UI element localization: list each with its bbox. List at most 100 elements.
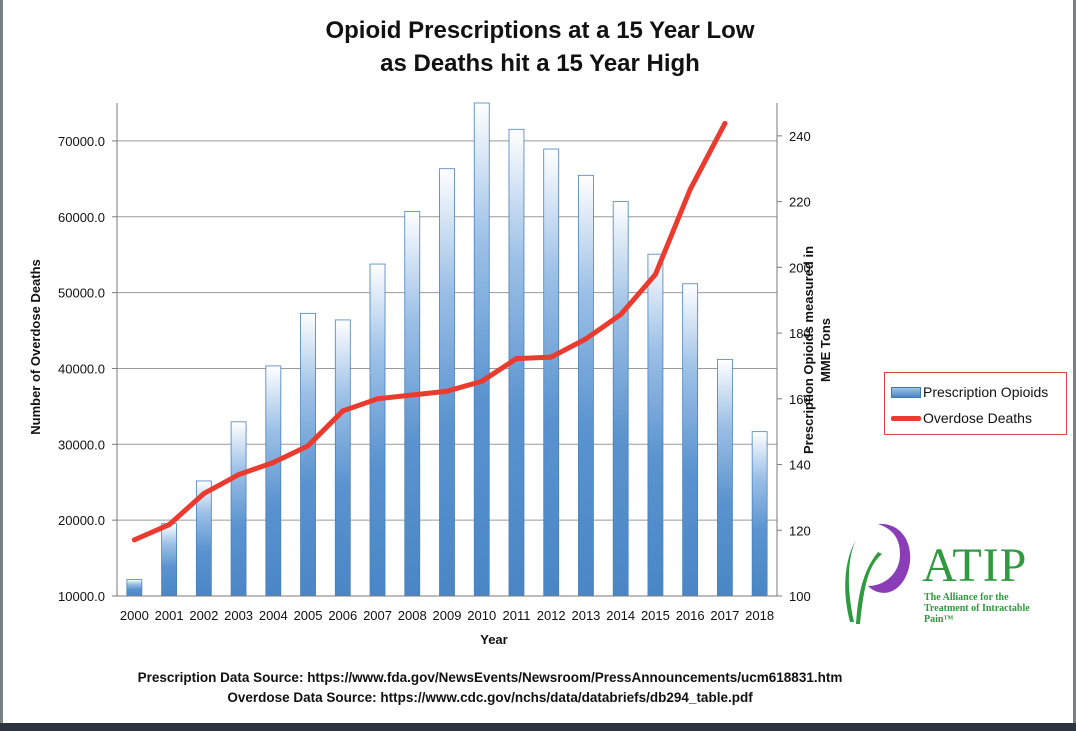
x-tick-label: 2011 xyxy=(502,608,530,623)
x-tick-label: 2009 xyxy=(433,608,462,623)
legend-label: Overdose Deaths xyxy=(923,410,1032,426)
x-tick-label: 2005 xyxy=(294,608,323,623)
bar-2010 xyxy=(473,102,490,597)
right-tick-label: 160 xyxy=(789,392,811,407)
bar-2008 xyxy=(404,211,421,597)
line-point-2016 xyxy=(687,186,693,192)
left-tick-label: 30000.0 xyxy=(58,437,105,452)
left-tick-label: 70000.0 xyxy=(58,134,105,149)
left-tick-label: 40000.0 xyxy=(58,361,105,376)
x-tick-label: 2016 xyxy=(676,608,705,623)
bar-2015 xyxy=(647,253,664,597)
x-tick-label: 2003 xyxy=(224,608,253,623)
bar-2003 xyxy=(230,421,247,597)
bar-2006 xyxy=(334,319,351,597)
legend-line-swatch xyxy=(891,415,921,421)
line-point-2008 xyxy=(409,392,415,398)
logo-tagline-line-1: The Alliance for the xyxy=(924,592,1009,603)
x-tick-label: 2000 xyxy=(120,608,149,623)
right-tick-label: 120 xyxy=(789,523,811,538)
y-axis-left-title: Number of Overdose Deaths xyxy=(28,259,43,435)
x-tick-label: 2012 xyxy=(537,608,566,623)
tick-labels: 10000.0 20000.0 30000.0 40000.0 50000.0 60000… xyxy=(58,129,811,623)
axes xyxy=(112,103,782,597)
x-tick-label: 2002 xyxy=(189,608,218,623)
x-tick-label: 2004 xyxy=(259,608,288,623)
line-layer xyxy=(131,120,728,543)
bar-2004 xyxy=(265,365,282,597)
legend-bar-swatch xyxy=(891,386,921,398)
bars xyxy=(126,102,768,597)
x-tick-label: 2015 xyxy=(641,608,670,623)
line-point-2005 xyxy=(305,443,311,449)
line-point-2014 xyxy=(618,312,624,318)
right-tick-label: 220 xyxy=(789,195,811,210)
data-sources: Prescription Data Source: https://www.fd… xyxy=(80,668,900,708)
chart-legend: Prescription Opioids Overdose Deaths xyxy=(884,372,1067,435)
right-tick-label: 140 xyxy=(789,458,811,473)
x-tick-label: 2006 xyxy=(328,608,357,623)
bar-2007 xyxy=(369,263,386,597)
legend-entry-prescription: Prescription Opioids xyxy=(891,382,1048,402)
x-axis-title: Year xyxy=(480,632,507,647)
x-tick-label: 2014 xyxy=(606,608,635,623)
bar-2012 xyxy=(543,148,560,597)
logo-wordmark: ATIP xyxy=(922,539,1028,592)
x-tick-label: 2007 xyxy=(363,608,392,623)
atip-figure-icon xyxy=(845,523,911,624)
bar-2005 xyxy=(300,312,316,597)
right-tick-label: 240 xyxy=(789,129,811,144)
y-axis-right-title-line-2: MME Tons xyxy=(818,318,833,382)
bar-2017 xyxy=(716,358,733,597)
left-tick-label: 20000.0 xyxy=(58,513,105,528)
left-tick-label: 60000.0 xyxy=(58,210,105,225)
right-tick-label: 200 xyxy=(789,260,811,275)
left-tick-label: 10000.0 xyxy=(58,589,105,604)
chart-title: Opioid Prescriptions at a 15 Year Low as… xyxy=(190,14,890,80)
left-tick-label: 50000.0 xyxy=(58,286,105,301)
line-point-2010 xyxy=(479,378,485,384)
bar-2018 xyxy=(751,431,768,597)
overdose-deaths-line xyxy=(131,120,728,543)
legend-label: Prescription Opioids xyxy=(923,384,1049,400)
x-tick-label: 2010 xyxy=(467,608,496,623)
line-point-2017 xyxy=(722,120,728,126)
x-tick-label: 2013 xyxy=(571,608,600,623)
line-point-2002 xyxy=(201,491,207,497)
y-axis-right-title-line-1: Prescription Opioids measured in xyxy=(801,246,816,454)
line-point-2015 xyxy=(652,271,658,277)
bar-2009 xyxy=(439,168,455,597)
x-tick-label: 2001 xyxy=(155,608,184,623)
bar-2016 xyxy=(682,283,699,597)
x-tick-label: 2017 xyxy=(710,608,739,623)
line-point-2006 xyxy=(340,408,346,414)
bar-2000 xyxy=(126,579,143,597)
line-point-2003 xyxy=(236,472,242,478)
logo-tagline: The Alliance for the Treatment of Intrac… xyxy=(924,592,1058,625)
chart-title-line-2: as Deaths hit a 15 Year High xyxy=(380,50,700,77)
bar-2013 xyxy=(578,174,594,597)
line-point-2009 xyxy=(444,388,450,394)
legend-entry-overdose: Overdose Deaths xyxy=(891,408,1032,428)
line-point-2011 xyxy=(513,356,519,362)
right-tick-label: 180 xyxy=(789,326,811,341)
x-tick-label: 2018 xyxy=(745,608,774,623)
bar-2014 xyxy=(612,201,629,597)
overdose-source: Overdose Data Source: https://www.cdc.go… xyxy=(227,690,753,705)
line-point-2004 xyxy=(270,460,276,466)
chart-title-line-1: Opioid Prescriptions at a 15 Year Low xyxy=(325,17,755,44)
logo-tagline-line-2: Treatment of Intractable Pain™ xyxy=(924,603,1030,625)
prescription-source: Prescription Data Source: https://www.fd… xyxy=(137,670,843,685)
line-point-2012 xyxy=(548,354,554,360)
right-tick-label: 100 xyxy=(789,589,811,604)
line-point-2001 xyxy=(166,522,172,528)
bar-2001 xyxy=(161,523,178,597)
line-point-2013 xyxy=(583,336,589,342)
atip-logo: ATIP The Alliance for the Treatment of I… xyxy=(838,516,1058,628)
bottom-bar xyxy=(0,723,1076,731)
line-point-2007 xyxy=(375,396,381,402)
x-tick-label: 2008 xyxy=(398,608,427,623)
line-point-2000 xyxy=(131,537,137,543)
